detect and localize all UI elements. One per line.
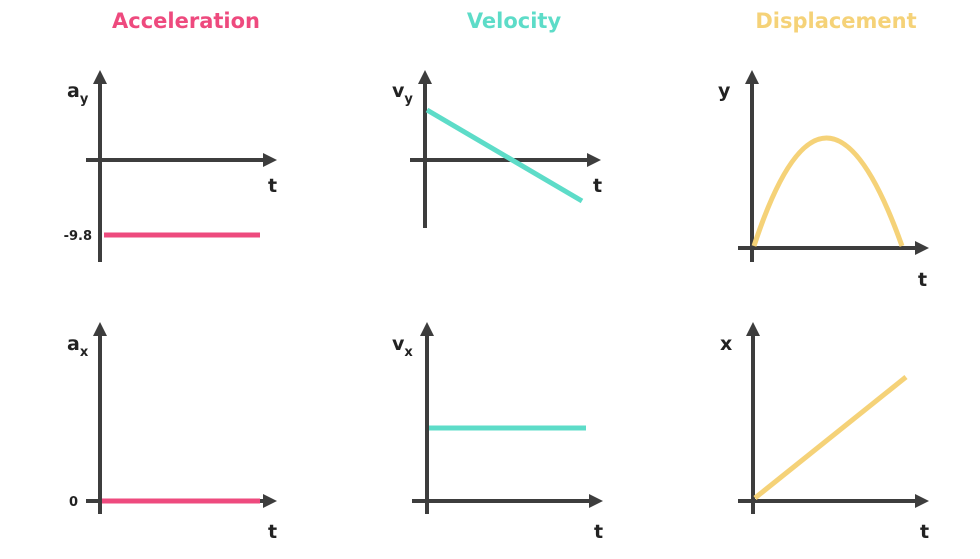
title-velocity: Velocity: [467, 9, 562, 33]
x-axis-label: t: [918, 269, 927, 291]
series-line: [425, 107, 584, 204]
y-tick-label: -9.8: [64, 229, 92, 244]
y-axis-label: ax: [67, 333, 89, 360]
y-axis-arrow: [745, 70, 759, 84]
x-axis-arrow: [263, 494, 277, 508]
panel-velocity-x: vx t: [392, 322, 603, 543]
y-axis-arrow: [418, 70, 432, 84]
y-tick-label: 0: [69, 495, 78, 510]
x-axis-arrow: [915, 241, 929, 255]
x-axis-label: t: [593, 175, 602, 197]
x-axis-arrow: [587, 153, 601, 167]
x-axis-arrow: [263, 153, 277, 167]
y-axis-label: y: [718, 80, 731, 102]
x-axis-label: t: [268, 521, 277, 543]
x-axis-label: t: [920, 521, 929, 543]
x-axis-label: t: [268, 175, 277, 197]
series-line: [753, 375, 908, 500]
y-axis-arrow: [93, 70, 107, 84]
title-acceleration: Acceleration: [112, 9, 260, 33]
panel-velocity-y: vy t: [392, 70, 602, 228]
y-axis-arrow: [420, 322, 434, 336]
panel-displacement-x: x t: [720, 322, 929, 543]
panel-acceleration-y: ay t -9.8: [64, 70, 277, 262]
x-axis-arrow: [915, 494, 929, 508]
y-axis-label: vy: [392, 80, 413, 107]
panel-acceleration-x: ax t 0: [67, 322, 277, 543]
y-axis-arrow: [746, 322, 760, 336]
title-displacement: Displacement: [755, 9, 916, 33]
x-axis-arrow: [589, 494, 603, 508]
panel-displacement-y: y t: [718, 70, 929, 291]
x-axis-label: t: [594, 521, 603, 543]
y-axis-arrow: [93, 322, 107, 336]
y-axis-label: vx: [392, 333, 413, 360]
series-curve: [751, 135, 905, 247]
y-axis-label: ay: [67, 80, 89, 107]
y-axis-label: x: [720, 333, 732, 355]
